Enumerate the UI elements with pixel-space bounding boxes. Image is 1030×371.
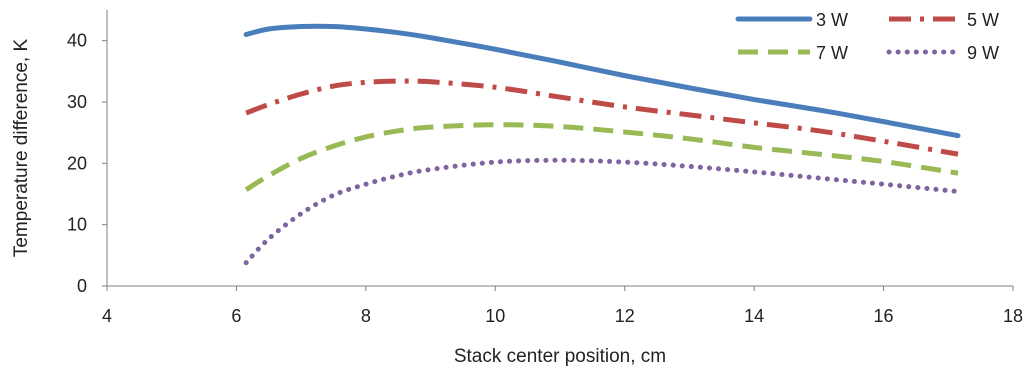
x-tick-label: 4 [102,306,112,326]
y-ticks: 0 10 20 30 40 [67,31,107,296]
y-tick-label: 20 [67,153,87,173]
x-tick-label: 16 [874,306,894,326]
series-line-5-w [245,78,959,157]
legend-label: 3 W [816,10,848,30]
x-tick-label: 12 [615,306,635,326]
x-tick-label: 6 [231,306,241,326]
x-tick-label: 14 [744,306,764,326]
series-line-3-w [243,23,961,139]
legend-label: 5 W [967,10,999,30]
y-axis-title: Temperature difference, K [11,39,32,258]
x-axis-title: Stack center position, cm [454,346,666,367]
x-tick-label: 8 [361,306,371,326]
legend-label: 9 W [967,43,999,63]
legend-label: 7 W [816,43,848,63]
series-line-7-w [244,122,959,192]
y-tick-label: 10 [67,215,87,235]
axes: 4 6 8 10 12 14 16 18 0 10 20 30 40 [67,10,1023,326]
series-line-9-w [243,157,961,266]
x-ticks: 4 6 8 10 12 14 16 18 [102,286,1023,326]
y-tick-label: 0 [77,276,87,296]
y-tick-label: 30 [67,92,87,112]
x-tick-label: 10 [485,306,505,326]
legend: 3 W 5 W 7 W 9 W [735,10,999,63]
series-layer [243,23,961,266]
x-tick-label: 18 [1003,306,1023,326]
y-tick-label: 40 [67,31,87,51]
